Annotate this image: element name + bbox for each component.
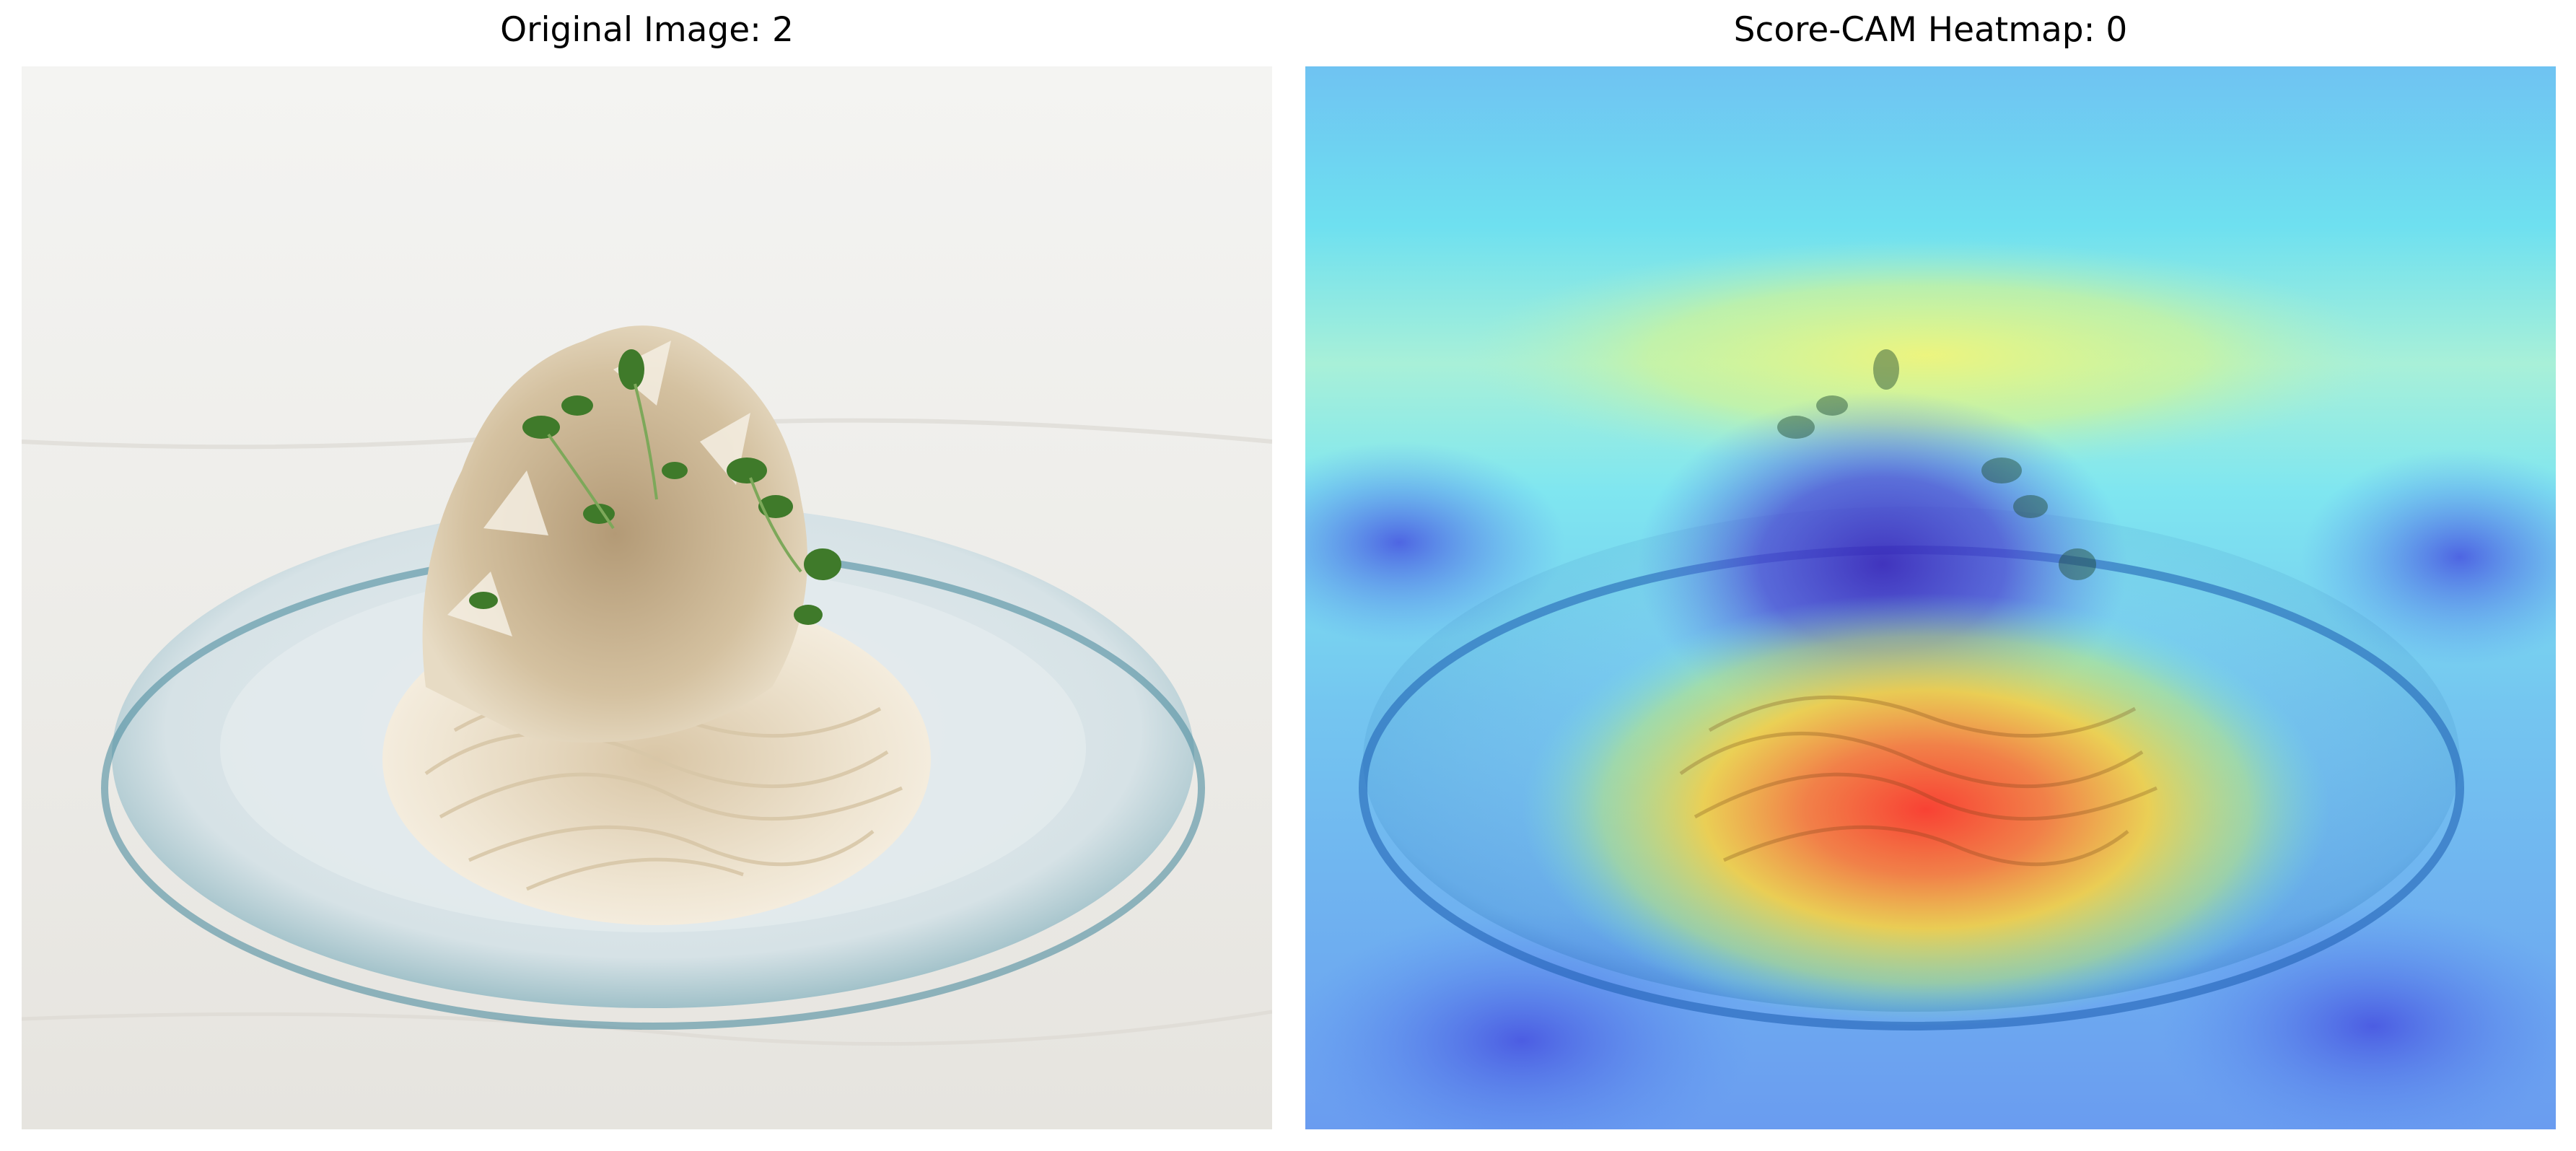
score-cam-heatmap: [1305, 66, 2556, 1129]
heatmap-title: Score-CAM Heatmap: 0: [1733, 10, 2128, 50]
heatmap-panel: [1305, 66, 2556, 1129]
original-image-panel: [22, 66, 1272, 1129]
original-image-title: Original Image: 2: [500, 10, 794, 50]
original-image: [22, 66, 1272, 1129]
